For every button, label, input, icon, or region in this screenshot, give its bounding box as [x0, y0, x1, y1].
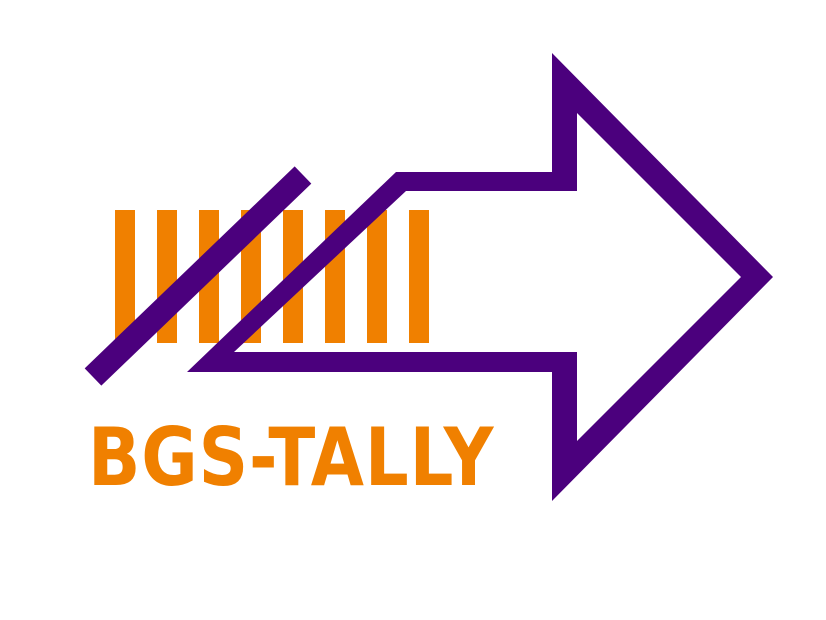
tally-mark [367, 210, 387, 343]
logo-wordmark: BGS-TALLY [88, 418, 494, 498]
tally-mark [409, 210, 429, 343]
